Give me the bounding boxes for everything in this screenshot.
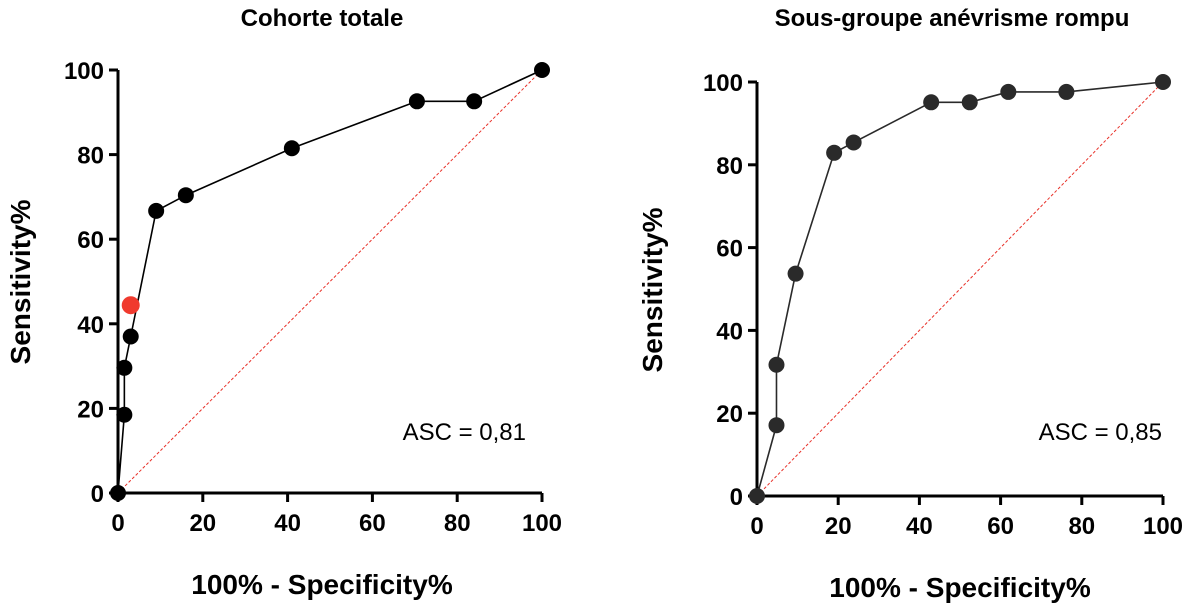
roc-panel-cohorte-totale: Cohorte totale 100% - Specificity% Sensi… [5,5,562,600]
plot-area: 0 20 40 60 80 100 0 20 40 60 80 100 [64,58,562,537]
y-tick-label: 80 [716,153,743,180]
x-tick-label: 40 [274,510,301,537]
y-tick-label: 60 [716,236,743,263]
y-tick-label: 100 [703,70,743,97]
data-point [845,134,862,151]
data-point [116,406,133,423]
y-tick-label: 40 [77,312,104,339]
data-point [961,94,978,111]
data-point [1058,83,1075,100]
y-axis-label: Sensitivity% [637,207,668,372]
x-tick-label: 80 [444,510,471,537]
x-tick-label: 20 [825,513,852,540]
auc-annotation: ASC = 0,85 [1039,419,1162,446]
data-point [534,62,550,78]
data-point [116,359,133,376]
y-tick-label: 20 [716,401,743,428]
x-tick-label: 60 [359,510,386,537]
data-point [408,93,425,110]
y-tick-label: 60 [77,227,104,254]
data-point [1000,83,1017,100]
data-point [148,202,165,219]
x-tick-label: 40 [906,513,933,540]
data-point [923,94,940,111]
y-tick-label: 100 [64,58,104,85]
x-axis-label: 100% - Specificity% [829,572,1091,603]
chart-title: Cohorte totale [241,5,404,32]
x-tick-label: 100 [522,510,562,537]
x-tick-label: 80 [1068,513,1095,540]
data-point [787,265,804,282]
roc-curve-line [117,69,543,494]
chart-title: Sous-groupe anévrisme rompu [775,5,1130,32]
reference-diagonal-line [756,81,1164,497]
data-point [283,140,300,157]
data-point [768,356,785,373]
x-tick-label: 20 [189,510,216,537]
x-tick-label: 0 [750,513,763,540]
plot-area: 0 20 40 60 80 100 0 20 40 60 80 100 [703,70,1183,540]
data-point [177,187,194,204]
data-point [1155,74,1171,90]
y-tick-label: 80 [77,143,104,170]
data-point [826,144,843,161]
highlighted-data-point [121,296,140,315]
auc-annotation: ASC = 0,81 [403,419,526,446]
x-tick-label: 60 [987,513,1014,540]
data-point [768,417,785,434]
x-tick-label: 0 [111,510,124,537]
x-axis-label: 100% - Specificity% [191,569,453,600]
data-point [110,485,126,501]
y-axis-label: Sensitivity% [5,199,36,364]
y-tick-label: 0 [730,484,743,511]
data-point [749,488,765,504]
y-tick-label: 40 [716,318,743,345]
y-tick-label: 0 [91,481,104,508]
roc-panel-sous-groupe-anevrisme-rompu: Sous-groupe anévrisme rompu 100% - Speci… [637,5,1183,603]
y-tick-label: 20 [77,396,104,423]
data-point [466,93,483,110]
data-point [122,328,139,345]
x-tick-label: 100 [1143,513,1183,540]
